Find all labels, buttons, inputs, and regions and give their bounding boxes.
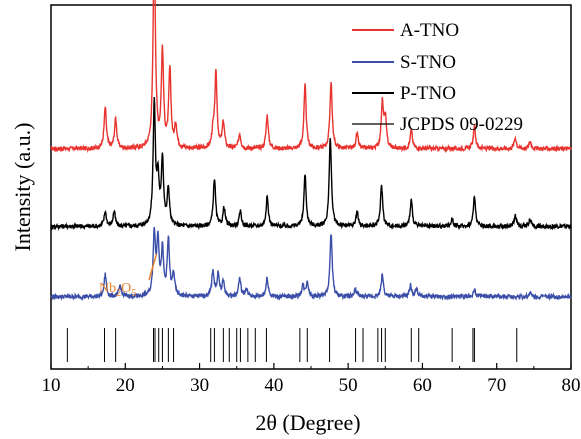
legend: A-TNO S-TNO P-TNO JCPDS 09-0229 (352, 20, 523, 135)
legend-label: A-TNO (400, 20, 459, 41)
x-tick-label: 60 (413, 375, 432, 396)
x-tick-label: 70 (487, 375, 506, 396)
plot-frame (50, 4, 572, 370)
x-tick-label: 80 (562, 375, 581, 396)
series-line-s-tno (50, 226, 572, 302)
x-axis-title: 2θ (Degree) (255, 410, 360, 435)
x-axis-ticks: 10 20 30 40 50 60 70 80 (42, 363, 581, 396)
reference-lines (66, 328, 518, 362)
legend-label: S-TNO (400, 52, 456, 73)
x-tick-label: 10 (42, 375, 61, 396)
series-layer (50, 0, 572, 302)
y-axis-title: Intensity (a.u.) (10, 123, 35, 252)
annotation-label: Nb2O5 (99, 281, 136, 299)
legend-label: P-TNO (400, 83, 456, 104)
x-tick-label: 30 (190, 375, 209, 396)
nb2o5-annotation: Nb2O5 (99, 253, 158, 299)
x-tick-label: 50 (339, 375, 358, 396)
legend-label: JCPDS 09-0229 (400, 114, 523, 135)
annotation-pointer (148, 253, 158, 281)
x-tick-label: 20 (116, 375, 135, 396)
series-line-p-tno (50, 97, 572, 231)
series-line-a-tno (50, 0, 572, 154)
x-tick-label: 40 (264, 375, 283, 396)
